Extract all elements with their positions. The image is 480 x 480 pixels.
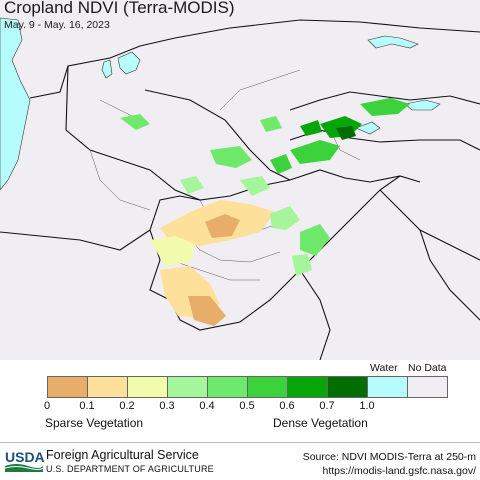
usda-logo-text: USDA (5, 449, 44, 465)
lake-issyk-kul (404, 99, 441, 111)
legend-swatch (87, 376, 128, 398)
legend-swatch (287, 376, 328, 398)
ndvi-patches (120, 98, 410, 326)
legend-tick-label: 0.4 (199, 400, 215, 412)
legend-tick-label: 0.6 (279, 400, 295, 412)
caspian-sea (0, 17, 31, 191)
legend-swatch (167, 376, 208, 398)
legend-water-label: Water (370, 362, 398, 374)
org-name: Foreign Agricultural Service (46, 448, 199, 462)
sparse-vegetation-label: Sparse Vegetation (45, 416, 144, 430)
legend-swatch (127, 376, 168, 398)
aral-sea (117, 51, 141, 75)
source-url: https://modis-land.gsfc.nasa.gov/ (322, 465, 477, 477)
usda-logo: USDA (4, 449, 44, 472)
legend-tick-label: 0.3 (159, 400, 175, 412)
legend-tick-label: 0 (43, 400, 51, 412)
legend-tick-label: 0.1 (79, 400, 95, 412)
legend-swatch (247, 376, 288, 398)
dept-name: U.S. DEPARTMENT OF AGRICULTURE (46, 464, 214, 474)
ndvi-map (0, 0, 480, 360)
legend-swatch (407, 376, 448, 398)
lake-balkhash (367, 35, 419, 49)
legend-swatch (207, 376, 248, 398)
legend-swatch (327, 376, 368, 398)
map-title: Cropland NDVI (Terra-MODIS) (4, 0, 235, 17)
dense-vegetation-label: Dense Vegetation (273, 416, 368, 430)
legend-tick-label: 0.7 (319, 400, 335, 412)
date-range: May. 9 - May. 16, 2023 (4, 19, 110, 31)
footer-divider (0, 442, 480, 443)
legend-swatch (367, 376, 408, 398)
aral-sea-south (101, 59, 113, 79)
legend-tick-label: 0.2 (119, 400, 135, 412)
legend-tick-label: 1.0 (359, 400, 375, 412)
legend-tick-label: 0.5 (239, 400, 255, 412)
source-line: Source: NDVI MODIS-Terra at 250-m (302, 451, 476, 463)
legend-nodata-label: No Data (408, 362, 447, 374)
legend-swatch (47, 376, 88, 398)
lake-kapchagay (355, 121, 381, 135)
